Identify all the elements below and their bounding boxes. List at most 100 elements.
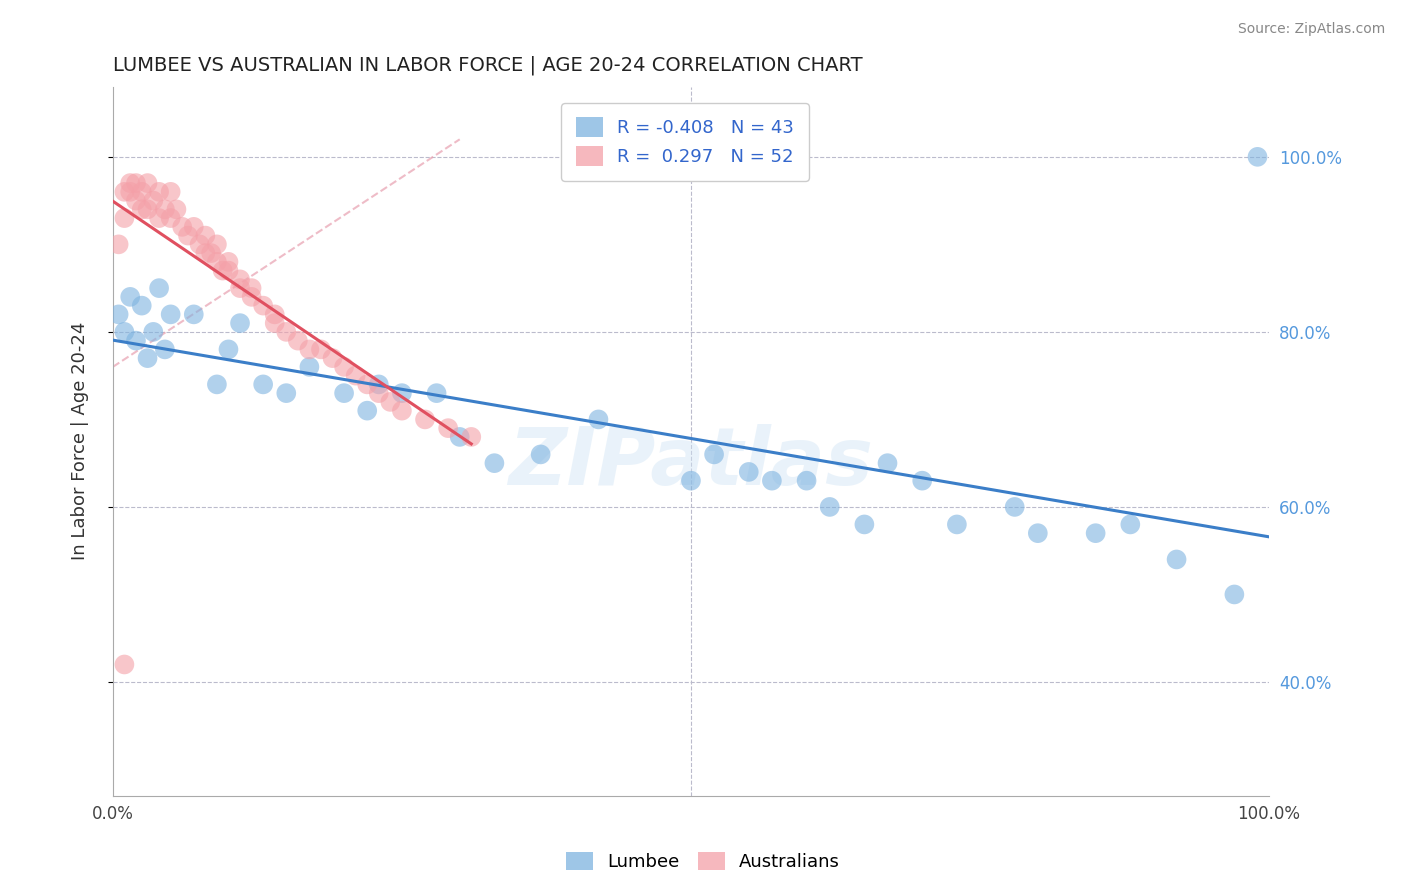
Point: [205, 255, 228, 269]
Point: [437, 421, 460, 435]
Point: [1166, 552, 1188, 566]
Text: Source: ZipAtlas.com: Source: ZipAtlas.com: [1237, 22, 1385, 37]
Point: [229, 316, 252, 330]
Point: [796, 474, 818, 488]
Point: [911, 474, 934, 488]
Point: [229, 272, 252, 286]
Point: [217, 255, 239, 269]
Point: [200, 246, 222, 260]
Point: [298, 359, 321, 374]
Point: [1084, 526, 1107, 541]
Point: [217, 263, 239, 277]
Point: [1223, 587, 1246, 601]
Point: [148, 185, 170, 199]
Point: [853, 517, 876, 532]
Point: [188, 237, 211, 252]
Point: [112, 211, 135, 225]
Legend: R = -0.408   N = 43, R =  0.297   N = 52: R = -0.408 N = 43, R = 0.297 N = 52: [561, 103, 808, 180]
Point: [380, 395, 402, 409]
Point: [131, 299, 153, 313]
Point: [876, 456, 898, 470]
Point: [263, 316, 285, 330]
Point: [131, 202, 153, 217]
Point: [205, 377, 228, 392]
Point: [322, 351, 344, 365]
Point: [136, 202, 159, 217]
Point: [1246, 150, 1268, 164]
Point: [1119, 517, 1142, 532]
Point: [263, 307, 285, 321]
Point: [484, 456, 506, 470]
Point: [391, 386, 413, 401]
Point: [183, 219, 205, 234]
Point: [159, 307, 181, 321]
Point: [125, 176, 148, 190]
Point: [679, 474, 702, 488]
Point: [177, 228, 200, 243]
Point: [125, 194, 148, 208]
Point: [333, 386, 356, 401]
Y-axis label: In Labor Force | Age 20-24: In Labor Force | Age 20-24: [72, 322, 89, 560]
Point: [120, 290, 142, 304]
Point: [194, 228, 217, 243]
Point: [183, 307, 205, 321]
Point: [165, 202, 187, 217]
Point: [148, 281, 170, 295]
Point: [946, 517, 969, 532]
Point: [112, 325, 135, 339]
Point: [153, 202, 176, 217]
Point: [120, 176, 142, 190]
Point: [309, 343, 332, 357]
Point: [818, 500, 841, 514]
Point: [449, 430, 471, 444]
Point: [107, 307, 129, 321]
Point: [112, 657, 135, 672]
Point: [131, 185, 153, 199]
Point: [252, 377, 274, 392]
Point: [367, 377, 389, 392]
Point: [136, 351, 159, 365]
Point: [194, 246, 217, 260]
Text: LUMBEE VS AUSTRALIAN IN LABOR FORCE | AGE 20-24 CORRELATION CHART: LUMBEE VS AUSTRALIAN IN LABOR FORCE | AG…: [112, 55, 862, 75]
Point: [240, 290, 263, 304]
Point: [426, 386, 449, 401]
Point: [217, 343, 239, 357]
Point: [413, 412, 436, 426]
Point: [276, 386, 298, 401]
Point: [344, 368, 367, 383]
Point: [738, 465, 761, 479]
Point: [333, 359, 356, 374]
Point: [211, 263, 233, 277]
Point: [367, 386, 389, 401]
Point: [120, 185, 142, 199]
Point: [229, 281, 252, 295]
Point: [588, 412, 610, 426]
Point: [298, 343, 321, 357]
Point: [356, 403, 378, 417]
Point: [391, 403, 413, 417]
Point: [761, 474, 783, 488]
Point: [112, 185, 135, 199]
Point: [136, 176, 159, 190]
Point: [142, 325, 165, 339]
Point: [172, 219, 194, 234]
Point: [252, 299, 274, 313]
Point: [530, 447, 553, 461]
Point: [125, 334, 148, 348]
Point: [159, 211, 181, 225]
Point: [142, 194, 165, 208]
Point: [460, 430, 482, 444]
Point: [148, 211, 170, 225]
Legend: Lumbee, Australians: Lumbee, Australians: [558, 845, 848, 879]
Point: [1026, 526, 1049, 541]
Point: [240, 281, 263, 295]
Point: [276, 325, 298, 339]
Point: [703, 447, 725, 461]
Point: [205, 237, 228, 252]
Point: [356, 377, 378, 392]
Point: [1004, 500, 1026, 514]
Point: [159, 185, 181, 199]
Point: [287, 334, 309, 348]
Point: [153, 343, 176, 357]
Text: ZIPatlas: ZIPatlas: [509, 424, 873, 501]
